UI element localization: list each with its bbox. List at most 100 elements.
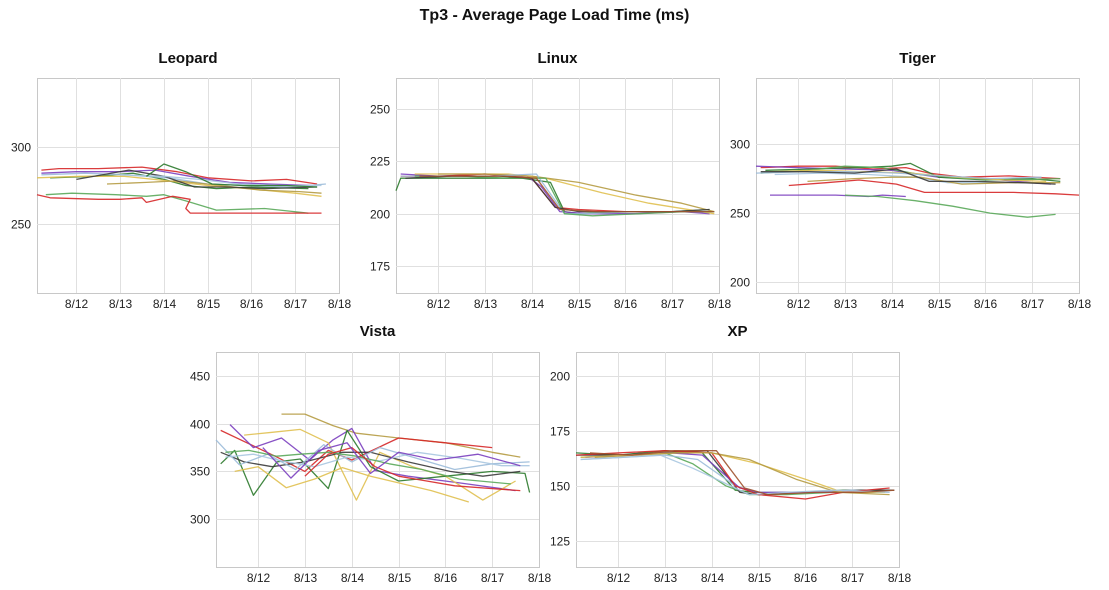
series-line-vista-1 — [220, 429, 493, 473]
x-tick-label: 8/17 — [841, 571, 865, 585]
series-line-vista-10 — [304, 446, 521, 492]
x-tick-label: 8/18 — [328, 297, 352, 311]
x-tick-label: 8/17 — [661, 297, 685, 311]
plot-frame — [576, 352, 900, 568]
y-tick-label: 200 — [730, 276, 750, 290]
x-tick-label: 8/15 — [928, 297, 952, 311]
y-tick-label: 300 — [730, 138, 750, 152]
series-line-leopard-8 — [45, 192, 309, 214]
x-tick-label: 8/16 — [240, 297, 264, 311]
x-tick-label: 8/14 — [521, 297, 545, 311]
x-tick-label: 8/12 — [65, 297, 89, 311]
series-line-leopard-9 — [36, 194, 322, 214]
series-line-vista-6 — [215, 439, 530, 471]
x-tick-label: 8/17 — [481, 571, 505, 585]
x-tick-label: 8/16 — [614, 297, 638, 311]
y-tick-label: 250 — [11, 218, 31, 232]
x-tick-label: 8/13 — [654, 571, 678, 585]
plot-frame — [756, 78, 1080, 294]
series-line-tiger-9 — [788, 179, 1080, 196]
series-line-tiger-11 — [844, 194, 1056, 218]
chart-vista: 8/12 8/13 8/14 8/15 8/16 8/17 8/18 300 350 400 450 — [190, 352, 552, 585]
plot-frame — [396, 78, 720, 294]
y-tick-label: 250 — [370, 103, 390, 117]
x-tick-label: 8/13 — [834, 297, 858, 311]
y-tick-label: 250 — [730, 207, 750, 221]
series-line-linux-6 — [414, 175, 715, 217]
chart-title-vista: Vista — [359, 323, 396, 340]
series-line-leopard-4 — [36, 175, 322, 197]
chart-title-tiger: Tiger — [899, 50, 936, 67]
series-line-leopard-5 — [106, 180, 322, 194]
x-tick-label: 8/16 — [794, 571, 818, 585]
x-tick-label: 8/17 — [284, 297, 308, 311]
x-tick-label: 8/16 — [974, 297, 998, 311]
x-tick-label: 8/12 — [787, 297, 811, 311]
x-tick-label: 8/18 — [528, 571, 552, 585]
x-tick-label: 8/14 — [341, 571, 365, 585]
x-tick-label: 8/12 — [607, 571, 631, 585]
x-tick-label: 8/13 — [294, 571, 318, 585]
y-tick-label: 175 — [370, 260, 390, 274]
x-tick-label: 8/18 — [708, 297, 732, 311]
x-tick-label: 8/18 — [1068, 297, 1092, 311]
plot-frame — [216, 352, 540, 568]
page-title: Tp3 - Average Page Load Time (ms) — [419, 7, 690, 24]
series-line-vista-4 — [220, 429, 531, 496]
y-tick-label: 450 — [190, 370, 210, 384]
series-line-leopard-1 — [41, 169, 313, 187]
chart-title-xp: XP — [727, 323, 748, 340]
y-tick-label: 300 — [190, 513, 210, 527]
x-tick-label: 8/14 — [881, 297, 905, 311]
x-tick-label: 8/13 — [109, 297, 133, 311]
y-tick-label: 400 — [190, 418, 210, 432]
series-line-leopard-3 — [41, 172, 326, 188]
series-line-tiger-8 — [760, 168, 1056, 185]
y-tick-label: 225 — [370, 155, 390, 169]
series-line-leopard-6 — [76, 169, 318, 190]
chart-leopard: 8/12 8/13 8/14 8/15 8/16 8/17 8/18 250 300 — [11, 78, 352, 311]
x-tick-label: 8/15 — [748, 571, 772, 585]
chart-tiger: 8/12 8/13 8/14 8/15 8/16 8/17 8/18 200 250 300 — [730, 78, 1092, 311]
series-line-vista-11 — [262, 442, 521, 479]
series-line-vista-7 — [225, 451, 530, 468]
series-line-vista-9 — [234, 466, 469, 503]
y-tick-label: 125 — [550, 535, 570, 549]
series-line-xp-9 — [589, 450, 895, 496]
y-tick-label: 200 — [370, 208, 390, 222]
y-tick-label: 300 — [11, 141, 31, 155]
series-line-tiger-4 — [769, 169, 1047, 183]
x-tick-label: 8/18 — [888, 571, 912, 585]
x-tick-label: 8/17 — [1021, 297, 1045, 311]
y-tick-label: 150 — [550, 480, 570, 494]
series-line-vista-3 — [244, 428, 516, 501]
x-tick-label: 8/13 — [474, 297, 498, 311]
y-tick-label: 200 — [550, 370, 570, 384]
series-line-linux-4 — [438, 173, 715, 213]
series-line-vista-8 — [225, 449, 511, 485]
x-tick-label: 8/15 — [197, 297, 221, 311]
series-line-xp-8 — [580, 454, 890, 496]
y-tick-label: 350 — [190, 465, 210, 479]
series-line-leopard-10 — [146, 163, 318, 188]
series-line-xp-5 — [575, 450, 890, 500]
chart-xp: 8/12 8/13 8/14 8/15 8/16 8/17 8/18 125 150 175 200 — [550, 352, 912, 585]
series-line-vista-5 — [220, 451, 521, 477]
series-line-linux-8 — [419, 175, 715, 213]
x-tick-label: 8/12 — [427, 297, 451, 311]
x-tick-label: 8/16 — [434, 571, 458, 585]
x-tick-label: 8/14 — [701, 571, 725, 585]
x-tick-label: 8/12 — [247, 571, 271, 585]
chart-title-leopard: Leopard — [158, 50, 218, 67]
x-tick-label: 8/15 — [568, 297, 592, 311]
y-tick-label: 175 — [550, 425, 570, 439]
series-line-vista-2 — [229, 424, 516, 492]
series-line-tiger-0 — [760, 165, 1061, 180]
series-line-vista-0 — [281, 413, 521, 458]
x-tick-label: 8/14 — [153, 297, 177, 311]
chart-linux: 8/12 8/13 8/14 8/15 8/16 8/17 8/18 175 200 225 250 — [370, 78, 732, 311]
chart-title-linux: Linux — [537, 50, 578, 67]
series-line-leopard-0 — [41, 166, 318, 185]
x-tick-label: 8/15 — [388, 571, 412, 585]
